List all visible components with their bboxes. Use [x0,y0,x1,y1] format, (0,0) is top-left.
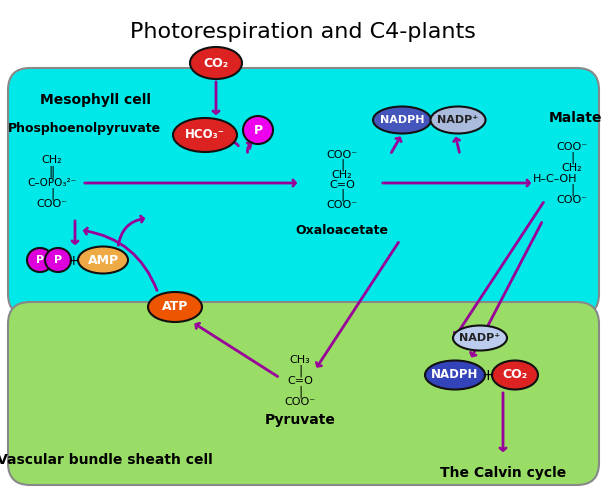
Text: |: | [50,188,54,201]
Text: |: | [298,365,302,377]
Text: ATP: ATP [162,300,188,313]
Text: P: P [54,255,62,265]
Text: |: | [340,158,344,172]
Text: |: | [570,151,574,164]
Text: H–C–OH: H–C–OH [533,174,577,184]
Text: COO⁻: COO⁻ [327,200,358,210]
Text: CH₃: CH₃ [290,355,310,365]
Text: COO⁻: COO⁻ [557,142,588,152]
Ellipse shape [425,361,485,389]
Text: COO⁻: COO⁻ [285,397,316,407]
Text: HCO₃⁻: HCO₃⁻ [185,128,225,141]
Text: Mesophyll cell: Mesophyll cell [39,93,151,107]
FancyBboxPatch shape [8,68,599,316]
Text: AMP: AMP [87,254,118,267]
Ellipse shape [78,246,128,274]
Ellipse shape [492,361,538,389]
Text: P: P [254,124,263,136]
Text: +: + [67,254,79,268]
Ellipse shape [190,47,242,79]
Text: CH₂: CH₂ [561,163,582,173]
Ellipse shape [243,116,273,144]
Text: COO⁻: COO⁻ [557,195,588,205]
Ellipse shape [430,107,486,133]
Text: CO₂: CO₂ [503,369,527,381]
Text: CH₂: CH₂ [331,170,352,180]
Ellipse shape [453,325,507,351]
Ellipse shape [27,248,53,272]
Text: |: | [298,385,302,398]
Ellipse shape [45,248,71,272]
Text: |: | [340,189,344,202]
Text: ‖: ‖ [49,165,55,179]
Text: NADP⁺: NADP⁺ [438,115,478,125]
Text: C=O: C=O [329,180,355,190]
Text: COO⁻: COO⁻ [36,199,67,209]
Text: NADPH: NADPH [380,115,424,125]
Text: Pyruvate: Pyruvate [265,413,336,427]
Text: +: + [481,369,494,383]
Text: CH₂: CH₂ [42,155,63,165]
Ellipse shape [148,292,202,322]
Text: C=O: C=O [287,376,313,386]
Text: NADP⁺: NADP⁺ [459,333,501,343]
Text: C–OPO₃²⁻: C–OPO₃²⁻ [27,178,76,188]
Text: P: P [36,255,44,265]
Text: The Calvin cycle: The Calvin cycle [440,466,566,480]
Text: |: | [570,184,574,197]
Text: Malate: Malate [548,111,602,125]
Text: CO₂: CO₂ [203,56,229,69]
Text: NADPH: NADPH [432,369,479,381]
Ellipse shape [373,107,431,133]
FancyBboxPatch shape [8,302,599,485]
Ellipse shape [173,118,237,152]
Text: COO⁻: COO⁻ [327,150,358,160]
Text: Oxaloacetate: Oxaloacetate [296,223,388,236]
Text: Phosphoenolpyruvate: Phosphoenolpyruvate [8,122,161,134]
Text: Vascular bundle sheath cell: Vascular bundle sheath cell [0,453,213,467]
Text: Photorespiration and C4-plants: Photorespiration and C4-plants [130,22,476,42]
